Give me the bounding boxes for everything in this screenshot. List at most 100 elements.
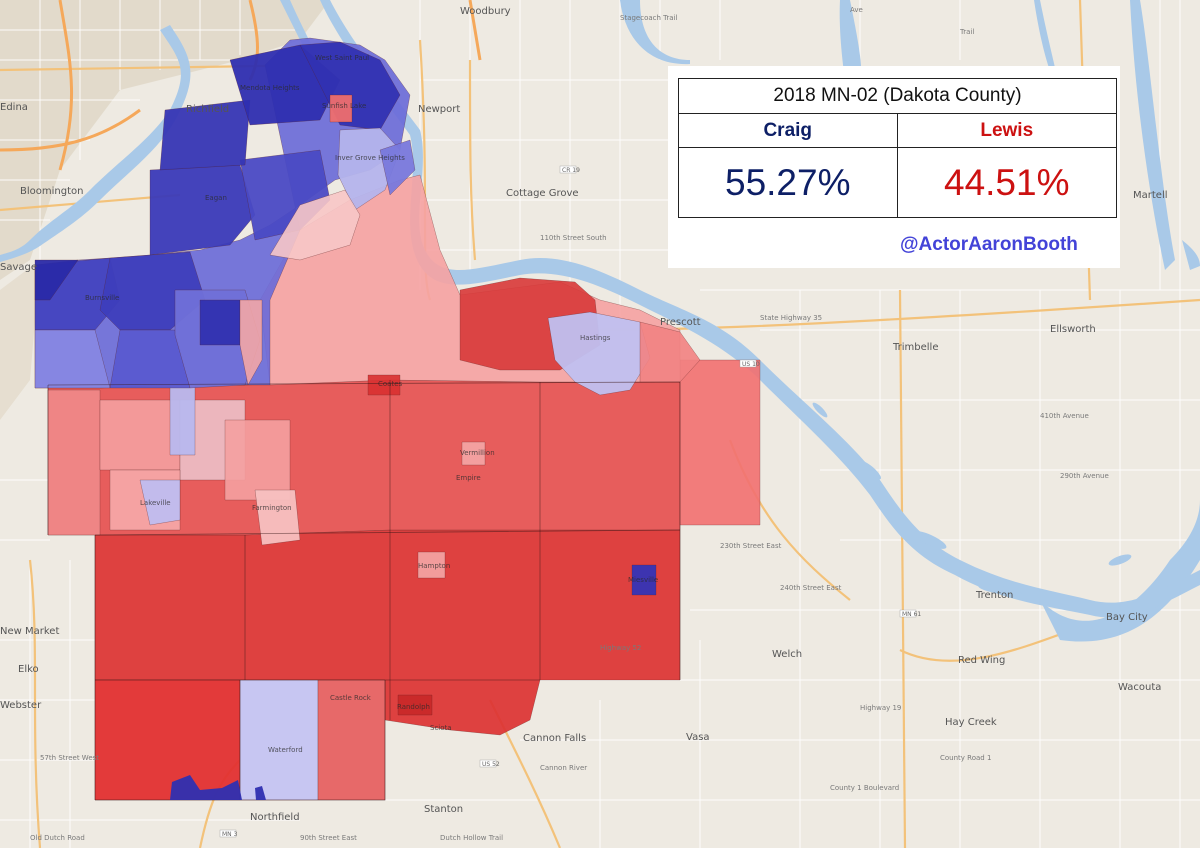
label-mendota-heights: Mendota Heights [240,84,300,92]
svg-text:State Highway 35: State Highway 35 [760,314,822,322]
place-vasa: Vasa [686,732,710,743]
candidate-percent-lewis: 44.51% [944,161,1070,203]
precinct-burnsville-nw [34,259,79,301]
svg-text:290th Avenue: 290th Avenue [1060,472,1109,480]
label-burnsville: Burnsville [85,294,119,302]
label-west-saint-paul: West Saint Paul [315,54,369,62]
label-sciota: Sciota [430,724,452,732]
place-wacouta: Wacouta [1118,682,1161,693]
place-hay-creek: Hay Creek [945,717,997,728]
svg-text:Ave: Ave [850,6,863,14]
label-hampton: Hampton [418,562,450,570]
precinct-sunfish-lake [329,94,353,123]
candidate-percent-craig: 55.27% [679,148,898,217]
place-cannon-falls: Cannon Falls [523,733,586,744]
precinct-eagan-n [159,99,251,171]
precinct-lakeville-west [99,399,181,471]
precinct-hastings [547,311,651,396]
label-vermillion: Vermillion [460,449,495,457]
precinct-apple-valley-dark [199,299,241,346]
highway-shields: CR 19 US 10 MN 61 US 52 MN 3 [219,165,921,838]
precinct-lakeville-blue-n [169,384,196,456]
svg-text:Cannon River: Cannon River [540,764,587,772]
label-miesville: Miesville [628,576,658,584]
svg-text:Dutch Hollow Trail: Dutch Hollow Trail [440,834,503,842]
precincts [34,37,761,801]
place-bay-city: Bay City [1106,612,1148,623]
label-lakeville: Lakeville [140,499,171,507]
svg-text:MN 3: MN 3 [222,831,238,838]
label-empire: Empire [456,474,481,482]
label-farmington: Farmington [252,504,292,512]
svg-text:110th Street South: 110th Street South [540,234,607,242]
place-welch: Welch [772,649,802,660]
precinct-rosemount-west [239,299,263,386]
basemap-places: Woodbury Richfield Edina Bloomington Sav… [0,6,1168,823]
svg-text:Trail: Trail [959,28,974,36]
precinct-inver-grove-south [269,189,361,261]
place-new-market: New Market [0,626,59,637]
place-richfield: Richfield [186,104,229,115]
precinct-farmington-w [224,419,291,501]
candidate-name-lewis: Lewis [897,114,1116,148]
svg-text:230th Street East: 230th Street East [720,542,782,550]
place-edina: Edina [0,102,28,113]
urban-area [0,0,330,280]
svg-text:90th Street East: 90th Street East [300,834,357,842]
precinct-new-market-area [47,389,101,536]
precinct-west-saint-paul [299,41,401,131]
road-labels: Ave Trail State Highway 35 410th Avenue … [30,6,1109,842]
svg-text:410th Avenue: 410th Avenue [1040,412,1089,420]
place-red-wing: Red Wing [958,655,1005,666]
label-waterford: Waterford [268,746,303,754]
place-prescott: Prescott [660,317,701,328]
svg-text:US 52: US 52 [482,761,500,768]
place-ellsworth: Ellsworth [1050,324,1096,335]
precinct-labels: West Saint Paul Sunfish Lake Mendota Hei… [85,54,658,754]
place-bloomington: Bloomington [20,186,83,197]
svg-text:CR 19: CR 19 [562,167,580,174]
label-hastings: Hastings [580,334,611,342]
precinct-randolph [397,694,433,716]
label-inver-grove-heights: Inver Grove Heights [335,154,405,162]
precinct-ravenna [679,359,761,526]
place-martell: Martell [1133,190,1168,201]
svg-text:Old Dutch Road: Old Dutch Road [30,834,85,842]
results-panel [668,66,1120,268]
svg-text:57th Street West: 57th Street West [40,754,99,762]
place-cottage-grove: Cottage Grove [506,188,579,199]
precinct-greenvale [94,679,241,801]
label-coates: Coates [378,380,403,388]
precinct-waterford [239,679,319,801]
label-eagan: Eagan [205,194,227,202]
svg-text:Stagecoach Trail: Stagecoach Trail [620,14,678,22]
svg-text:MN 61: MN 61 [902,611,921,618]
results-title: 2018 MN-02 (Dakota County) [679,79,1116,114]
place-northfield: Northfield [250,812,300,823]
candidate-name-craig: Craig [679,114,898,148]
svg-text:Highway 19: Highway 19 [860,704,901,712]
place-stanton: Stanton [424,804,463,815]
svg-text:Highway 52: Highway 52 [600,644,641,652]
precinct-miesville [631,564,657,596]
precinct-inver-grove-east [379,139,416,196]
place-woodbury: Woodbury [460,6,511,17]
precinct-hampton [417,551,446,579]
precinct-northfield-dakota-2 [255,786,266,800]
place-savage: Savage [0,262,37,273]
label-randolph: Randolph [397,703,430,711]
precinct-coates [367,374,401,396]
place-newport: Newport [418,104,460,115]
results-table: 2018 MN-02 (Dakota County) Craig Lewis 5… [678,78,1117,218]
author-credit: @ActorAaronBooth [900,234,1078,255]
svg-text:County 1 Boulevard: County 1 Boulevard [830,784,899,792]
precinct-farmington [254,489,301,546]
label-sunfish-lake: Sunfish Lake [322,102,366,110]
precinct-lakeville-blue [139,479,181,526]
interstates [0,0,482,171]
place-elko: Elko [18,664,39,675]
svg-text:County Road 1: County Road 1 [940,754,991,762]
precinct-vermillion [461,441,486,466]
place-webster: Webster [0,700,42,711]
